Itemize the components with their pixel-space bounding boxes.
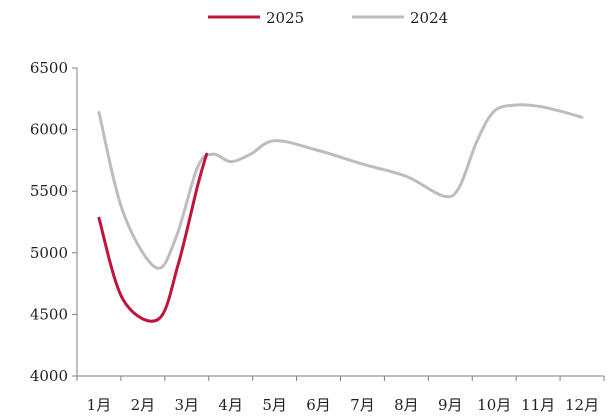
- x-tick-label: 10月: [477, 396, 511, 414]
- legend-label-2025: 2025: [266, 9, 304, 27]
- x-tick-label: 11月: [521, 396, 555, 414]
- legend: 2025 2024: [208, 9, 448, 27]
- x-tick-label: 9月: [438, 396, 463, 414]
- legend-label-2024: 2024: [410, 9, 448, 27]
- y-tick-label: 4500: [30, 305, 68, 323]
- x-tick-label: 2月: [131, 396, 156, 414]
- series-lines: [97, 103, 584, 323]
- axes: 4000 4500 5000 5500 6000 6500 1月 2月 3月 4月 5月 6月 7月 8月…: [30, 59, 605, 414]
- x-tick-label: 5月: [262, 396, 287, 414]
- y-tick-label: 6000: [30, 121, 68, 139]
- x-tick-label: 7月: [350, 396, 375, 414]
- series-line-2024: [97, 103, 584, 270]
- y-tick-label: 5500: [30, 182, 68, 200]
- y-tick-label: 6500: [30, 59, 68, 77]
- y-tick-label: 5000: [30, 244, 68, 262]
- x-tick-label: 4月: [218, 396, 243, 414]
- x-tick-label: 8月: [394, 396, 419, 414]
- x-tick-label: 12月: [565, 396, 599, 414]
- x-tick-label: 3月: [175, 396, 200, 414]
- series-line-2025: [97, 152, 209, 323]
- x-tick-label: 6月: [306, 396, 331, 414]
- y-tick-label: 4000: [30, 367, 68, 385]
- x-tick-label: 1月: [87, 396, 112, 414]
